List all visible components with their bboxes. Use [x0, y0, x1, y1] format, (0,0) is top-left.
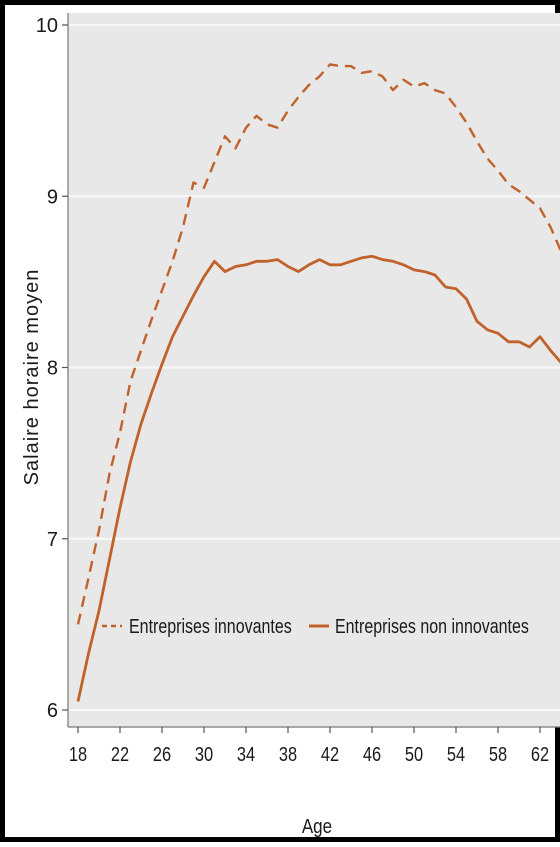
x-tick-label: 62	[531, 742, 549, 765]
y-axis-title: Salaire horaire moyen	[21, 269, 43, 486]
legend-label: Entreprises non innovantes	[335, 615, 529, 637]
x-axis: 18 22 26 30 34 38 42 46 50 54 58 62	[68, 726, 560, 765]
x-tick-label: 46	[363, 742, 381, 765]
series-lines	[76, 63, 560, 702]
x-tick-label: 54	[447, 742, 465, 765]
series-line-innovantes	[76, 63, 560, 625]
series-line-non-innovantes	[76, 254, 560, 702]
x-tick-label: 38	[279, 742, 297, 765]
x-tick-label: 30	[195, 742, 213, 765]
y-tick-label: 6	[47, 700, 58, 722]
grid-lines	[68, 24, 560, 711]
y-axis: 6 7 8 9 10	[36, 13, 69, 727]
plot-background	[68, 13, 560, 727]
y-tick-label: 8	[47, 358, 58, 380]
y-tick-label: 10	[36, 15, 58, 37]
legend: Entreprises innovantes Entreprises non in…	[102, 615, 529, 637]
x-tick-label: 26	[153, 742, 171, 765]
legend-label: Entreprises innovantes	[129, 615, 292, 637]
x-tick-label: 18	[69, 742, 87, 765]
y-tick-label: 9	[47, 186, 58, 208]
x-tick-label: 50	[405, 742, 423, 765]
x-tick-label: 42	[321, 742, 339, 765]
line-chart: Entreprises innovantes Entreprises non in…	[21, 13, 560, 838]
x-tick-label: 58	[489, 742, 507, 765]
x-tick-label: 22	[111, 742, 129, 765]
x-tick-label: 34	[237, 742, 255, 765]
x-axis-title: Age	[302, 815, 332, 838]
y-tick-label: 7	[47, 529, 58, 551]
